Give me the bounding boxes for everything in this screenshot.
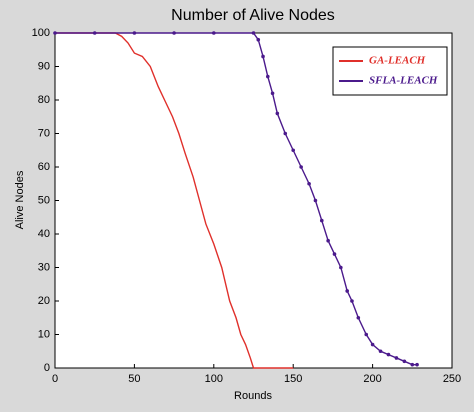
legend-label: SFLA-LEACH — [369, 75, 438, 87]
point — [332, 252, 337, 256]
x-axis-label: Rounds — [234, 390, 272, 402]
point — [299, 165, 303, 169]
point — [313, 198, 318, 203]
point — [291, 148, 296, 153]
y-axis-label: Alive Nodes — [14, 170, 26, 229]
series-line — [55, 32, 294, 369]
point — [370, 342, 375, 347]
point — [212, 31, 216, 35]
y-tick-label: 90 — [38, 60, 50, 72]
x-tick-label: 100 — [205, 373, 223, 385]
point — [172, 31, 176, 35]
y-tick-label: 30 — [38, 261, 50, 273]
point — [415, 362, 419, 367]
x-tick-label: 250 — [443, 373, 461, 385]
point — [261, 54, 265, 59]
x-tick-label: 200 — [363, 373, 381, 385]
point — [251, 31, 256, 35]
x-tick-label: 50 — [128, 373, 140, 385]
y-tick-label: 50 — [38, 194, 50, 206]
y-tick-label: 60 — [38, 161, 50, 173]
point — [386, 352, 391, 357]
legend-label: GA-LEACH — [369, 55, 426, 67]
point — [364, 332, 369, 337]
point — [350, 299, 354, 303]
point — [132, 31, 137, 35]
y-tick-label: 0 — [44, 362, 50, 374]
point — [275, 111, 280, 116]
point — [378, 349, 383, 354]
x-tick-label: 150 — [284, 373, 302, 385]
y-tick-label: 100 — [32, 27, 50, 39]
point — [92, 31, 97, 35]
point — [270, 91, 275, 96]
point — [256, 37, 261, 42]
x-tick-label: 0 — [52, 373, 58, 385]
point — [402, 359, 407, 364]
legend-box — [332, 46, 448, 96]
point — [356, 315, 361, 320]
y-tick-label: 80 — [38, 94, 50, 106]
point — [410, 362, 415, 367]
point — [307, 181, 311, 186]
point — [283, 131, 288, 136]
point — [345, 289, 349, 293]
point — [265, 74, 270, 79]
y-tick-label: 10 — [38, 328, 50, 340]
point — [319, 218, 324, 223]
y-tick-label: 20 — [38, 295, 50, 307]
y-tick-label: 70 — [38, 127, 50, 139]
point — [326, 238, 330, 243]
point — [339, 265, 343, 270]
point — [394, 356, 399, 360]
point — [53, 31, 57, 35]
chart-title: Number of Alive Nodes — [171, 7, 335, 24]
y-tick-label: 40 — [38, 228, 50, 240]
